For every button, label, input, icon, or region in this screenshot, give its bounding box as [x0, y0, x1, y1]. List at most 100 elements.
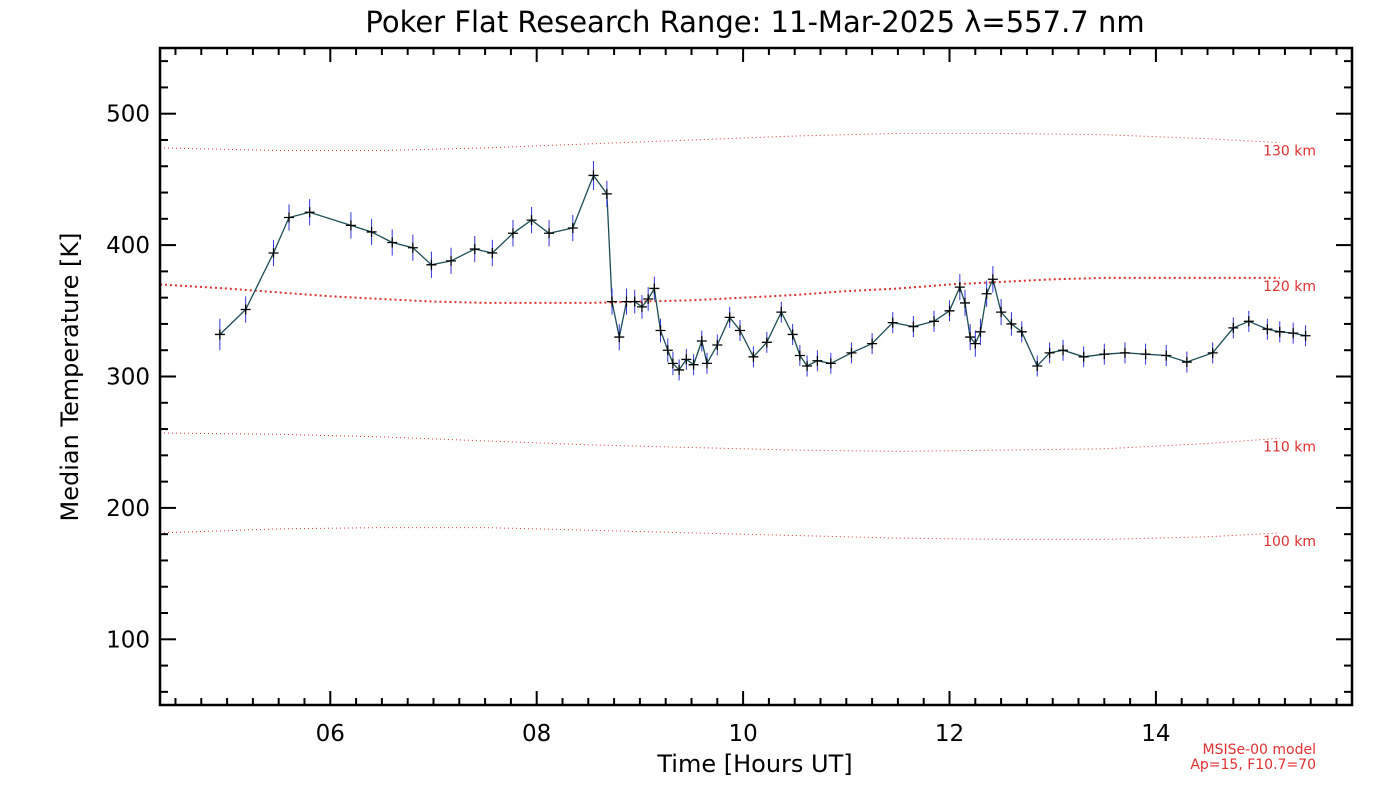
data-point: [387, 237, 398, 248]
data-point: [735, 325, 746, 336]
data-point: [825, 358, 836, 369]
data-point: [304, 207, 315, 218]
data-point: [588, 170, 599, 181]
data-point: [812, 355, 823, 366]
data-point: [959, 297, 970, 308]
data-point: [1243, 316, 1254, 327]
x-axis-title: Time [Hours UT]: [656, 750, 852, 778]
data-point: [987, 274, 998, 285]
data-point: [846, 347, 857, 358]
plot-axes: 06 08 10 12 14 100 200 300 400 500: [106, 46, 1354, 747]
data-point: [867, 338, 878, 349]
y-axis-title: Median Temperature [K]: [56, 232, 84, 521]
x-tick-label: 06: [316, 721, 345, 747]
data-point: [776, 307, 787, 318]
data-point: [1099, 349, 1110, 360]
altitude-label: 130 km: [1263, 144, 1316, 160]
altitude-label: 110 km: [1263, 439, 1316, 455]
data-point: [1207, 347, 1218, 358]
data-point: [366, 226, 377, 237]
data-point: [507, 228, 518, 239]
data-point: [544, 228, 555, 239]
data-point: [701, 358, 712, 369]
data-point: [469, 244, 480, 255]
data-point: [601, 188, 612, 199]
data-point: [929, 316, 940, 327]
data-point: [426, 259, 437, 270]
data-point: [970, 338, 981, 349]
data-point: [696, 336, 707, 347]
data-point: [1300, 330, 1311, 341]
data-point: [607, 296, 618, 307]
x-tick-label: 12: [935, 721, 964, 747]
model-curves: 130 km 120 km 110 km 100 km: [159, 132, 1316, 550]
series-line: [219, 174, 1306, 371]
y-tick-label: 300: [106, 365, 150, 391]
altitude-label: 120 km: [1263, 279, 1316, 295]
data-point: [629, 296, 640, 307]
data-point: [614, 332, 625, 343]
model-curve: [159, 527, 1280, 540]
data-point: [526, 215, 537, 226]
data-point: [996, 307, 1007, 318]
data-point: [712, 339, 723, 350]
data-point: [214, 329, 225, 340]
data-point: [748, 351, 759, 362]
data-point: [981, 288, 992, 299]
y-tick-label: 100: [106, 627, 150, 653]
data-point: [1078, 351, 1089, 362]
y-tick-label: 400: [106, 233, 150, 259]
data-point: [1181, 357, 1192, 368]
data-point: [662, 345, 673, 356]
data-point: [975, 326, 986, 337]
data-point: [667, 358, 678, 369]
data-point: [1274, 326, 1285, 337]
data-point: [649, 283, 660, 294]
data-point: [681, 354, 692, 365]
data-point: [908, 321, 919, 332]
model-name-label: MSISe-00 model: [1202, 742, 1316, 758]
chart-title: Poker Flat Research Range: 11-Mar-2025 λ…: [365, 5, 1144, 39]
data-point: [1044, 347, 1055, 358]
data-point: [407, 242, 418, 253]
data-point: [688, 359, 699, 370]
data-point: [761, 337, 772, 348]
model-curve: [159, 132, 1280, 151]
data-point: [345, 220, 356, 231]
data-point: [1161, 350, 1172, 361]
data-point: [724, 312, 735, 323]
data-point: [802, 360, 813, 371]
data-point: [487, 247, 498, 258]
model-curve: [159, 432, 1280, 452]
model-curve: [159, 276, 1280, 304]
model-params-label: Ap=15, F10.7=70: [1190, 757, 1316, 773]
data-point: [787, 329, 798, 340]
y-tick-label: 200: [106, 496, 150, 522]
data-point: [1140, 349, 1151, 360]
data-point: [643, 293, 654, 304]
data-point: [655, 325, 666, 336]
y-tick-label: 500: [106, 102, 150, 128]
data-point: [954, 282, 965, 293]
data-point: [240, 304, 251, 315]
x-tick-label: 08: [522, 721, 551, 747]
data-point: [268, 247, 279, 258]
data-point: [965, 332, 976, 343]
x-tick-label: 14: [1141, 721, 1170, 747]
x-tick-label: 10: [728, 721, 757, 747]
data-point: [1016, 326, 1027, 337]
data-point: [674, 364, 685, 375]
data-point: [1228, 322, 1239, 333]
altitude-label: 100 km: [1263, 534, 1316, 550]
data-point: [1288, 328, 1299, 339]
data-point: [1006, 318, 1017, 329]
data-point: [1262, 324, 1273, 335]
data-point: [1119, 347, 1130, 358]
data-point: [887, 317, 898, 328]
data-point: [1058, 345, 1069, 356]
data-point: [636, 301, 647, 312]
data-point: [794, 350, 805, 361]
plot-frame: [158, 46, 1354, 707]
data-point: [446, 255, 457, 266]
